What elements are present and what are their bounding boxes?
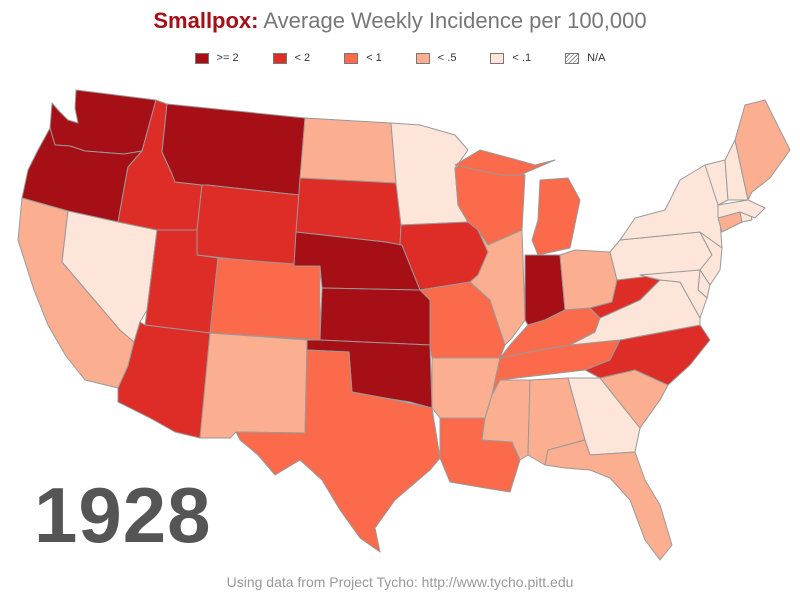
legend-swatch <box>194 52 209 64</box>
legend-item-na: N/A <box>565 52 605 64</box>
state-kansas <box>319 287 431 346</box>
legend-label: < .1 <box>512 52 532 64</box>
state-wyoming <box>196 184 300 267</box>
state-north-dakota <box>299 117 397 184</box>
state-illinois <box>469 229 526 346</box>
state-texas <box>235 349 441 553</box>
state-maryland <box>639 269 708 319</box>
legend-swatch <box>415 52 430 64</box>
state-florida <box>544 439 673 561</box>
year-label: 1928 <box>34 471 212 559</box>
state-michigan <box>531 177 581 256</box>
legend-item-lt2: < 2 <box>272 52 311 64</box>
legend-item-lt1: < 1 <box>344 52 382 64</box>
state-michigan-up <box>454 149 556 176</box>
state-maine <box>734 99 791 201</box>
legend-label: N/A <box>587 52 606 64</box>
legend-label: < 2 <box>294 52 311 64</box>
state-montana <box>161 103 306 196</box>
legend-swatch <box>272 52 287 64</box>
legend-item-ge2: >= 2 <box>194 52 239 64</box>
legend-label: < 1 <box>366 52 382 64</box>
legend: >= 2 < 2 < 1 < .5 < .1 N/A <box>0 50 800 66</box>
state-ohio <box>559 249 618 311</box>
state-washington <box>49 89 157 155</box>
title-subtitle: Average Weekly Incidence per 100,000 <box>258 8 647 33</box>
legend-swatch <box>344 52 359 64</box>
state-colorado <box>209 257 321 341</box>
title-disease: Smallpox: <box>153 8 259 33</box>
legend-label: < .5 <box>437 52 457 64</box>
legend-swatch <box>490 52 505 64</box>
source-credit: Using data from Project Tycho: http://ww… <box>226 574 574 590</box>
map-title: Smallpox: Average Weekly Incidence per 1… <box>0 8 800 34</box>
legend-item-lt05: < .5 <box>415 52 457 64</box>
legend-label: >= 2 <box>216 52 239 64</box>
legend-swatch-hatched <box>565 52 580 64</box>
state-new-mexico <box>199 332 308 439</box>
legend-item-lt01: < .1 <box>490 52 531 64</box>
state-north-carolina <box>584 324 711 386</box>
